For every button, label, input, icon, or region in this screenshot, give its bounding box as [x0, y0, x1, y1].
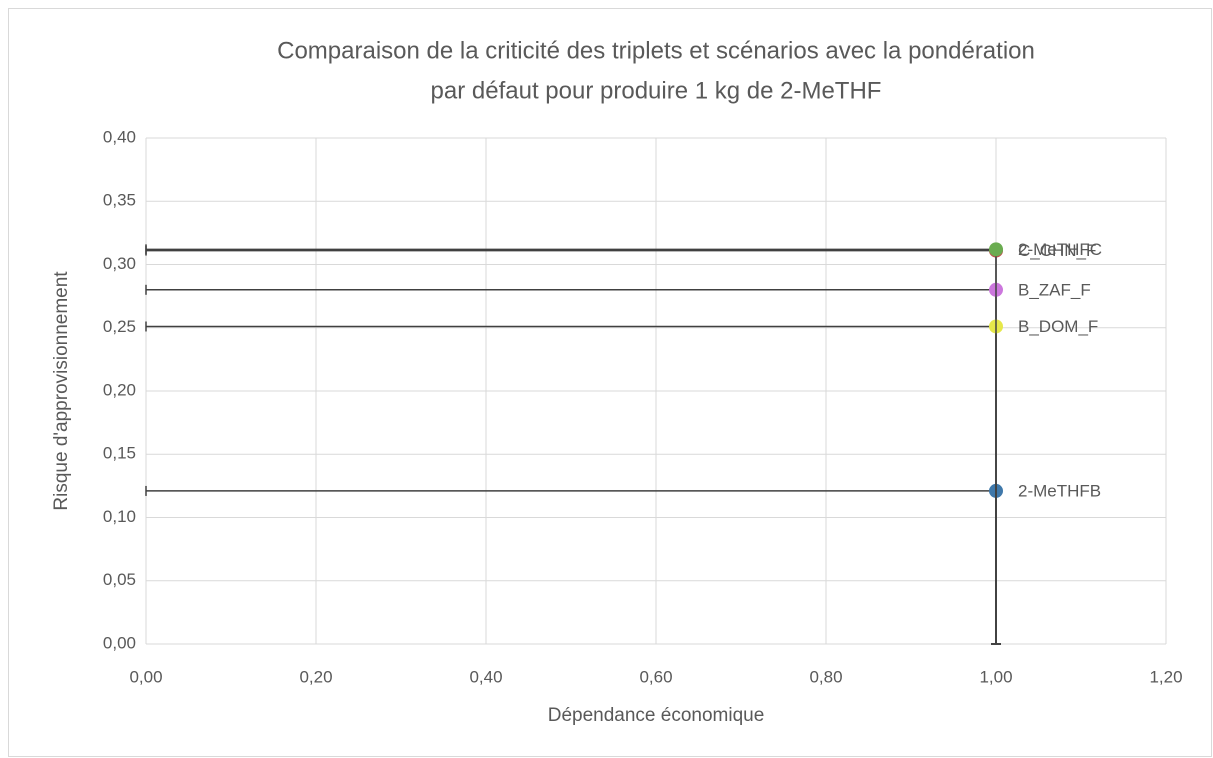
point: [989, 242, 1003, 257]
y-axis-title: Risque d'approvisionnement: [51, 271, 72, 511]
chart-title: Comparaison de la criticité des triplets…: [277, 37, 1035, 64]
x-tick-label: 1,20: [1149, 667, 1182, 686]
data-label: B_ZAF_F: [1018, 280, 1091, 299]
y-tick-label: 0,05: [103, 570, 136, 589]
y-tick-label: 0,10: [103, 507, 136, 526]
x-tick-label: 0,60: [639, 667, 672, 686]
y-tick-label: 0,35: [103, 191, 136, 210]
y-tick-label: 0,30: [103, 254, 136, 273]
x-tick-label: 1,00: [979, 667, 1012, 686]
data-label: 2-MeTHFC: [1018, 240, 1102, 259]
data-label: 2-MeTHFB: [1018, 481, 1101, 500]
x-tick-label: 0,80: [809, 667, 842, 686]
y-tick-label: 0,00: [103, 633, 136, 652]
x-tick-label: 0,20: [299, 667, 332, 686]
data-label: B_DOM_F: [1018, 317, 1098, 336]
y-tick-label: 0,20: [103, 380, 136, 399]
x-tick-label: 0,40: [469, 667, 502, 686]
x-tick-label: 0,00: [129, 667, 162, 686]
y-tick-label: 0,40: [103, 127, 136, 146]
y-tick-label: 0,25: [103, 317, 136, 336]
data-label: C_CHN_F: [1018, 241, 1096, 260]
y-tick-label: 0,15: [103, 444, 136, 463]
x-axis-title: Dépendance économique: [548, 705, 765, 726]
chart-border: [8, 8, 1212, 757]
chart-title: par défaut pour produire 1 kg de 2-MeTHF: [431, 77, 882, 104]
